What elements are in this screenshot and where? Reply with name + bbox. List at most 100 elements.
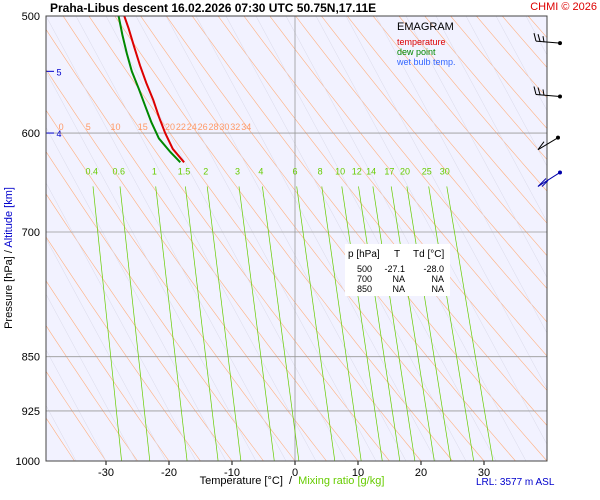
mixing-ratio-label: 12 <box>352 167 362 177</box>
pressure-tick-label: 925 <box>22 406 40 418</box>
dry-adiabat-line <box>398 16 547 192</box>
dry-adiabat-line <box>46 325 138 461</box>
mixing-ratio-label: 1 <box>152 167 157 177</box>
mixing-ratio-line <box>446 186 494 461</box>
wind-barb-icon <box>537 170 562 187</box>
theta-label: 24 <box>187 122 197 132</box>
reference-line <box>46 71 257 461</box>
dry-adiabat-line <box>62 16 390 461</box>
plot-frame <box>45 15 548 462</box>
dry-adiabat-line <box>46 280 170 461</box>
mixing-ratio-lines <box>92 186 494 461</box>
reference-line <box>46 126 227 461</box>
reference-line <box>465 16 547 167</box>
altitude-tick-label: 4 <box>56 129 61 139</box>
table-cell: 850 <box>357 284 372 294</box>
wind-barb-dot <box>556 135 560 140</box>
pressure-tick-label: 700 <box>22 227 40 239</box>
table-cell: -27.1 <box>384 264 405 274</box>
wind-barb-dot <box>558 94 562 99</box>
dry-adiabat-line <box>346 16 547 257</box>
theta-label: 34 <box>241 122 251 132</box>
dry-adiabat-line <box>295 16 547 323</box>
wind-barb-icon <box>533 33 562 46</box>
reference-line <box>105 16 347 461</box>
dry-adiabat-line <box>450 16 547 130</box>
table-cell: -28.0 <box>423 264 444 274</box>
reference-line <box>135 16 377 461</box>
x-axis-title-temp: Temperature [°C] <box>200 475 283 487</box>
theta-label: 30 <box>219 122 229 132</box>
plot-labels: 0.4 0.6 1 1.5 2 3 4 6 8 10 12 14 17 20 25 300 5 10 15 20 22 2… <box>59 122 450 176</box>
mixing-ratio-line <box>206 186 242 461</box>
reference-line <box>315 16 547 445</box>
plot-area <box>46 16 547 461</box>
credit-label: CHMI © 2026 <box>530 1 597 13</box>
theta-label: 0 <box>59 122 64 132</box>
x-axis-title-sep: / <box>283 475 298 487</box>
table-cell: NA <box>431 284 444 294</box>
mixing-ratio-label: 0.4 <box>86 167 99 177</box>
theta-label: 32 <box>230 122 240 132</box>
wind-barb-feather <box>541 180 549 187</box>
mixing-ratio-line <box>428 186 475 461</box>
reference-line <box>46 237 167 461</box>
dry-adiabat-line <box>46 236 201 461</box>
wind-barb-staff <box>535 93 561 97</box>
wind-barb-staff <box>535 40 561 44</box>
dew-point-line <box>117 16 182 163</box>
pressure-tick-label: 500 <box>22 11 40 23</box>
reference-line <box>556 16 600 461</box>
dry-adiabat-line <box>321 16 547 289</box>
dry-adiabat-line <box>424 16 547 161</box>
reference-line <box>495 16 547 112</box>
mixing-ratio-label: 25 <box>422 167 432 177</box>
mixing-ratio-label: 1.5 <box>178 167 191 177</box>
y-axis-title-altitude: Altitude [km] <box>3 187 15 248</box>
x-axis-title-mixing: Mixing ratio [g/kg] <box>298 475 384 487</box>
reference-line <box>586 16 600 461</box>
reference-line <box>46 293 137 461</box>
dry-adiabats <box>46 16 600 461</box>
wind-barb-feather <box>537 87 541 95</box>
profile-series <box>117 16 185 163</box>
legend-temperature: temperature <box>397 37 446 47</box>
mixing-ratio-line <box>358 186 401 461</box>
temperature-tick-label: -20 <box>161 467 177 479</box>
reference-line <box>255 16 497 461</box>
mixing-ratio-label: 14 <box>366 167 376 177</box>
theta-label: 10 <box>110 122 120 132</box>
reference-line <box>165 16 407 461</box>
temperature-tick-label: 0 <box>292 467 298 479</box>
reference-line <box>195 16 437 461</box>
y-axis-title-sep: / <box>3 248 15 257</box>
reference-line <box>405 16 547 278</box>
reference-line <box>375 16 547 334</box>
mixing-ratio-line <box>92 186 122 461</box>
temperature-tick-label: -10 <box>224 467 240 479</box>
temperature-tick-label: 20 <box>415 467 427 479</box>
temperature-tick-label: 10 <box>352 467 364 479</box>
y-axis-title: Pressure [hPa] / Altitude [km] <box>3 187 15 329</box>
legend-dew-point: dew point <box>397 47 436 57</box>
mixing-ratio-line <box>185 186 219 461</box>
reference-line <box>75 16 317 461</box>
dry-adiabat-line <box>269 16 547 357</box>
reference-line <box>435 16 547 223</box>
mixing-ratio-label: 6 <box>292 167 297 177</box>
chart-title: Praha-Libus descent 16.02.2026 07:30 UTC… <box>50 1 377 15</box>
wind-barb-feather <box>542 36 545 43</box>
lrl-label: LRL: 3577 m ASL <box>476 477 555 488</box>
theta-label: 15 <box>138 122 148 132</box>
theta-label: 26 <box>198 122 208 132</box>
wind-barb-icon <box>533 86 562 99</box>
wind-barb-dot <box>558 41 562 46</box>
theta-label: 22 <box>176 122 186 132</box>
table-cell: NA <box>392 284 405 294</box>
mixing-ratio-line <box>119 186 151 461</box>
wind-barb-dot <box>558 170 562 175</box>
legend: EMAGRAM temperature dew point wet bulb t… <box>396 21 456 67</box>
reference-line <box>225 16 467 461</box>
